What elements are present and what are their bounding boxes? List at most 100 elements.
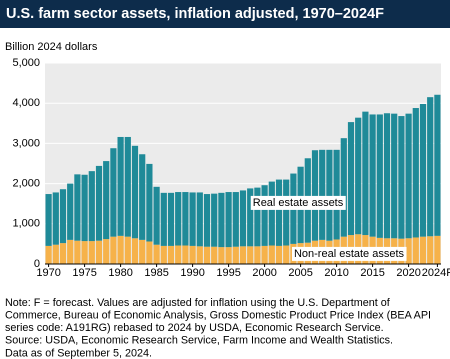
bar-segment: [283, 179, 290, 246]
bar-segment: [103, 239, 110, 264]
bar-segment: [74, 240, 81, 264]
bar-segment: [247, 188, 254, 247]
bar-segment: [239, 190, 247, 247]
bar-segment: [275, 245, 283, 264]
bar-segment: [117, 235, 124, 264]
bar-segment: [218, 247, 225, 264]
bar-segment: [74, 174, 81, 241]
bar-segment: [59, 243, 67, 264]
bar-segment: [283, 245, 290, 264]
bar-segment: [203, 246, 211, 264]
title-bar: [0, 0, 450, 28]
x-tick-label: 1990: [180, 267, 204, 279]
bar-segment: [412, 108, 419, 238]
bar-segment: [88, 171, 95, 242]
bar-segment: [175, 192, 182, 246]
bar-segment: [131, 145, 139, 239]
bar-segment: [88, 241, 95, 264]
bar-segment: [333, 149, 340, 240]
bar-segment: [139, 154, 146, 240]
bar-segment: [196, 192, 203, 247]
bar-segment: [160, 245, 167, 264]
bar-segment: [311, 150, 319, 241]
x-tick-label: 2010: [324, 267, 348, 279]
bar-segment: [124, 236, 131, 264]
note-line: Note: F = forecast. Values are adjusted …: [5, 297, 391, 309]
bar-segment: [412, 237, 419, 264]
bar-segment: [254, 187, 261, 247]
bar-segment: [81, 174, 88, 242]
bar-segment: [268, 245, 275, 264]
note-line: Source: USDA, Economic Research Service,…: [5, 335, 393, 347]
bar-segment: [239, 246, 247, 264]
bar-segment: [160, 192, 167, 246]
x-tick-label: 1985: [144, 267, 168, 279]
bar-segment: [189, 245, 196, 264]
bar-segment: [117, 136, 124, 236]
bar-segment: [196, 246, 203, 264]
y-tick-label: 4,000: [12, 97, 40, 109]
bar-segment: [45, 194, 52, 246]
bar-segment: [110, 148, 117, 237]
bar-segment: [427, 97, 434, 237]
bar-segment: [211, 246, 218, 264]
bar-segment: [110, 236, 117, 264]
bar-segment: [175, 245, 182, 264]
bar-segment: [59, 189, 67, 244]
bar-segment: [391, 113, 398, 239]
note-line: Data as of September 5, 2024.: [5, 347, 152, 359]
y-tick-label: 1,000: [12, 218, 40, 230]
y-tick-label: 2,000: [12, 178, 40, 190]
x-tick-label: 2000: [252, 267, 276, 279]
y-tick-label: 5,000: [12, 57, 40, 69]
legend-label: Real estate assets: [253, 197, 344, 209]
bar-segment: [52, 244, 59, 264]
bar-segment: [419, 236, 427, 264]
bar-segment: [383, 113, 391, 239]
bar-segment: [131, 238, 139, 264]
x-tick-label: 1975: [72, 267, 96, 279]
bar-segment: [369, 114, 376, 237]
x-tick-label: 2015: [360, 267, 384, 279]
x-tick-label: 1970: [36, 267, 60, 279]
x-tick-label: 1995: [216, 267, 240, 279]
legend-label: Non-real estate assets: [294, 248, 405, 260]
bar-segment: [203, 194, 211, 247]
note-line: series code: A191RG) rebased to 2024 by …: [5, 322, 384, 334]
y-tick-label: 3,000: [12, 137, 40, 149]
bar-segment: [398, 116, 405, 239]
bar-segment: [254, 246, 261, 264]
chart-title: U.S. farm sector assets, inflation adjus…: [6, 6, 384, 22]
bar-segment: [405, 113, 412, 239]
bar-segment: [268, 181, 275, 246]
bar-segment: [67, 239, 74, 264]
bar-segment: [146, 163, 153, 242]
y-tick-label: 0: [34, 258, 40, 270]
bar-segment: [355, 117, 362, 235]
bar-segment: [182, 192, 189, 246]
bar-segment: [153, 186, 160, 245]
bar-segment: [81, 241, 88, 264]
bar-segment: [225, 247, 232, 264]
bar-segment: [434, 94, 441, 236]
note-line: Commerce, Bureau of Economic Analysis, G…: [5, 309, 431, 321]
bar-segment: [103, 161, 110, 240]
label-background: [291, 246, 407, 261]
bar-segment: [95, 240, 103, 264]
bar-segment: [419, 104, 427, 237]
bar-segment: [139, 239, 146, 264]
bar-segment: [275, 179, 283, 246]
x-tick-label: 1980: [108, 267, 132, 279]
bar-segment: [319, 149, 326, 240]
bar-segment: [146, 241, 153, 264]
bar-segment: [326, 149, 333, 241]
bar-segment: [52, 192, 59, 245]
x-tick-label: 2024F: [422, 267, 450, 279]
y-axis-label: Billion 2024 dollars: [5, 41, 98, 53]
bar-segment: [211, 193, 218, 247]
x-tick-label: 2020: [396, 267, 420, 279]
bar-segment: [434, 235, 441, 264]
bar-segment: [167, 192, 175, 246]
bar-segment: [225, 192, 232, 248]
